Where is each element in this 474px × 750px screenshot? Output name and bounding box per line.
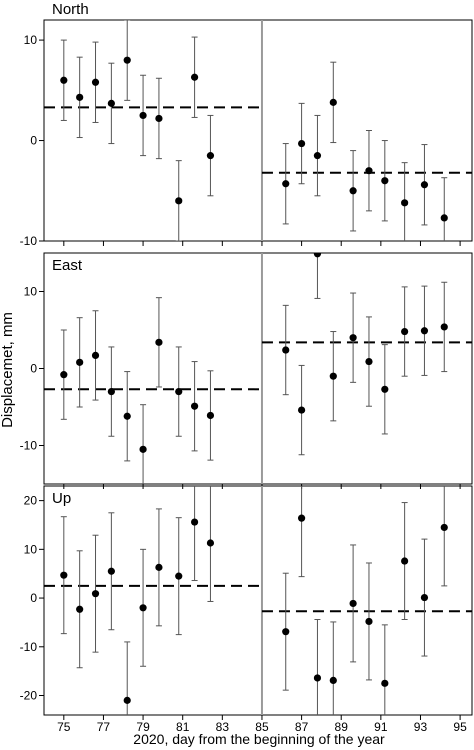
data-point xyxy=(91,590,100,598)
data-point xyxy=(155,114,163,123)
data-point xyxy=(190,402,199,410)
y-tick-label: 0 xyxy=(30,591,37,605)
data-point xyxy=(123,56,131,64)
y-axis-label: Displacemet, mm xyxy=(0,312,16,428)
panel-title: Up xyxy=(52,490,71,507)
data-point xyxy=(297,406,306,414)
x-tick-label: 89 xyxy=(335,720,349,734)
data-point xyxy=(76,605,84,613)
x-tick-label: 81 xyxy=(176,720,190,734)
data-point xyxy=(190,73,199,81)
data-point xyxy=(139,445,147,453)
data-point xyxy=(297,139,306,148)
x-tick-label: 79 xyxy=(136,720,150,734)
y-tick-label: -20 xyxy=(20,689,38,703)
x-tick-label: 87 xyxy=(295,720,309,734)
data-point xyxy=(365,357,373,366)
data-point xyxy=(349,599,357,608)
data-point xyxy=(139,111,147,120)
data-point xyxy=(206,152,215,160)
data-point xyxy=(420,593,429,602)
x-axis-label: 2020, day from the beginning of the year xyxy=(133,731,385,747)
panel-frame xyxy=(43,252,473,485)
data-point xyxy=(329,98,337,106)
data-point xyxy=(155,338,163,346)
data-point xyxy=(123,412,131,420)
panel-east: -10 0 10 East xyxy=(20,252,473,489)
data-point xyxy=(349,334,357,342)
y-tick-label: 0 xyxy=(30,134,37,148)
x-tick-label: 95 xyxy=(453,720,467,734)
data-point xyxy=(420,327,429,335)
data-point xyxy=(282,346,290,354)
data-point xyxy=(175,388,183,396)
data-point xyxy=(107,567,115,575)
data-point xyxy=(155,563,163,571)
panel-title: East xyxy=(52,257,83,274)
data-point xyxy=(175,197,183,205)
data-point xyxy=(401,557,409,565)
y-tick-label: -10 xyxy=(20,439,38,453)
data-point xyxy=(175,572,183,580)
panels: -10 0 10 North -10 0 10 East -20 -10 0 10 20 Up 75 77 79… xyxy=(20,1,473,734)
data-point xyxy=(206,411,215,420)
y-tick-label: 20 xyxy=(24,494,38,508)
data-point xyxy=(107,388,115,396)
data-point xyxy=(190,518,199,526)
y-tick-label: 0 xyxy=(30,362,37,376)
panel-north: -10 0 10 North xyxy=(20,1,473,248)
data-point xyxy=(91,351,100,360)
panel-up: -20 -10 0 10 20 Up 75 77 79 81 83 85 87 89 91 93 95 xyxy=(20,485,473,734)
data-point xyxy=(401,327,409,336)
plot-area xyxy=(44,20,472,241)
data-point xyxy=(440,523,448,532)
y-tick-label: 10 xyxy=(24,542,38,556)
x-tick-label: 93 xyxy=(414,720,428,734)
data-point xyxy=(282,628,290,636)
y-tick-label: 10 xyxy=(24,285,38,299)
data-point xyxy=(206,539,215,547)
data-point xyxy=(440,214,448,222)
data-point xyxy=(349,187,357,195)
data-point xyxy=(297,514,306,522)
data-point xyxy=(76,93,84,101)
data-point xyxy=(313,674,322,682)
plot-area xyxy=(44,486,472,715)
panel-frame xyxy=(43,485,473,716)
data-point xyxy=(365,167,373,175)
y-tick-label: -10 xyxy=(20,234,38,248)
x-tick-label: 75 xyxy=(57,720,71,734)
data-point xyxy=(401,199,409,207)
panel-title: North xyxy=(52,1,89,18)
data-point xyxy=(381,385,389,393)
x-tick-label: 85 xyxy=(255,720,269,734)
data-point xyxy=(329,372,337,380)
data-point xyxy=(91,78,100,86)
data-point xyxy=(123,696,131,704)
data-point xyxy=(60,371,68,379)
x-tick-label: 83 xyxy=(216,720,230,734)
data-point xyxy=(365,617,373,626)
data-point xyxy=(381,679,389,687)
plot-area xyxy=(44,253,472,484)
data-point xyxy=(282,180,290,188)
data-point xyxy=(313,253,322,258)
data-point xyxy=(60,571,68,579)
data-point xyxy=(60,76,68,84)
data-point xyxy=(139,604,147,612)
data-point xyxy=(313,152,322,160)
data-point xyxy=(381,177,389,185)
data-point xyxy=(329,676,337,685)
data-point xyxy=(107,99,115,107)
panel-frame xyxy=(43,19,473,242)
x-tick-label: 91 xyxy=(374,720,388,734)
y-tick-label: -10 xyxy=(20,640,38,654)
data-point xyxy=(420,181,429,189)
data-point xyxy=(76,358,84,366)
x-tick-label: 77 xyxy=(97,720,111,734)
data-point xyxy=(440,323,448,331)
y-tick-label: 10 xyxy=(24,33,38,47)
